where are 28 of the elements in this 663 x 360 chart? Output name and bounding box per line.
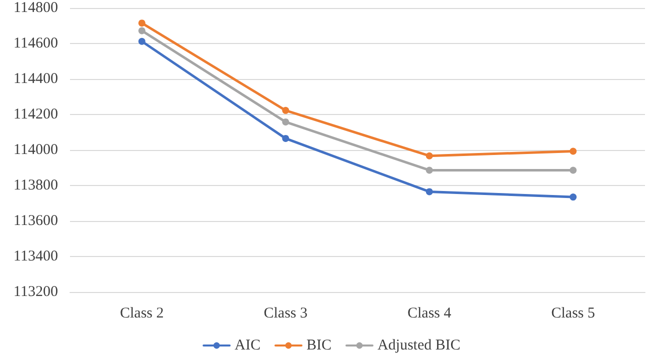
y-tick-label: 113400: [14, 248, 58, 264]
point: [426, 152, 433, 160]
y-tick-label: 113800: [14, 178, 58, 194]
legend-label: BIC: [306, 338, 332, 354]
point: [570, 166, 577, 174]
x-tick-label: Class 3: [264, 306, 308, 322]
point: [426, 188, 433, 196]
y-tick-label: 114200: [14, 106, 58, 122]
y-tick-label: 114800: [14, 0, 58, 16]
point: [138, 38, 146, 45]
y-tick-label: 114000: [14, 142, 58, 158]
point: [138, 27, 146, 34]
x-tick-label: Class 5: [551, 306, 596, 322]
y-tick-label: 114400: [14, 71, 58, 87]
y-tick-label: 113200: [14, 284, 58, 300]
point: [282, 134, 290, 142]
y-tick-label: 114600: [14, 36, 58, 52]
legend-label: AIC: [234, 338, 260, 354]
legend-label: Adjusted BIC: [377, 338, 460, 354]
point: [138, 20, 146, 27]
point: [282, 118, 290, 126]
point: [570, 194, 577, 201]
point: [570, 148, 577, 155]
point: [282, 106, 290, 114]
x-tick-label: Class 2: [120, 306, 164, 322]
y-tick-label: 113600: [14, 213, 58, 229]
x-tick-label: Class 4: [407, 306, 452, 322]
point: [426, 166, 433, 174]
